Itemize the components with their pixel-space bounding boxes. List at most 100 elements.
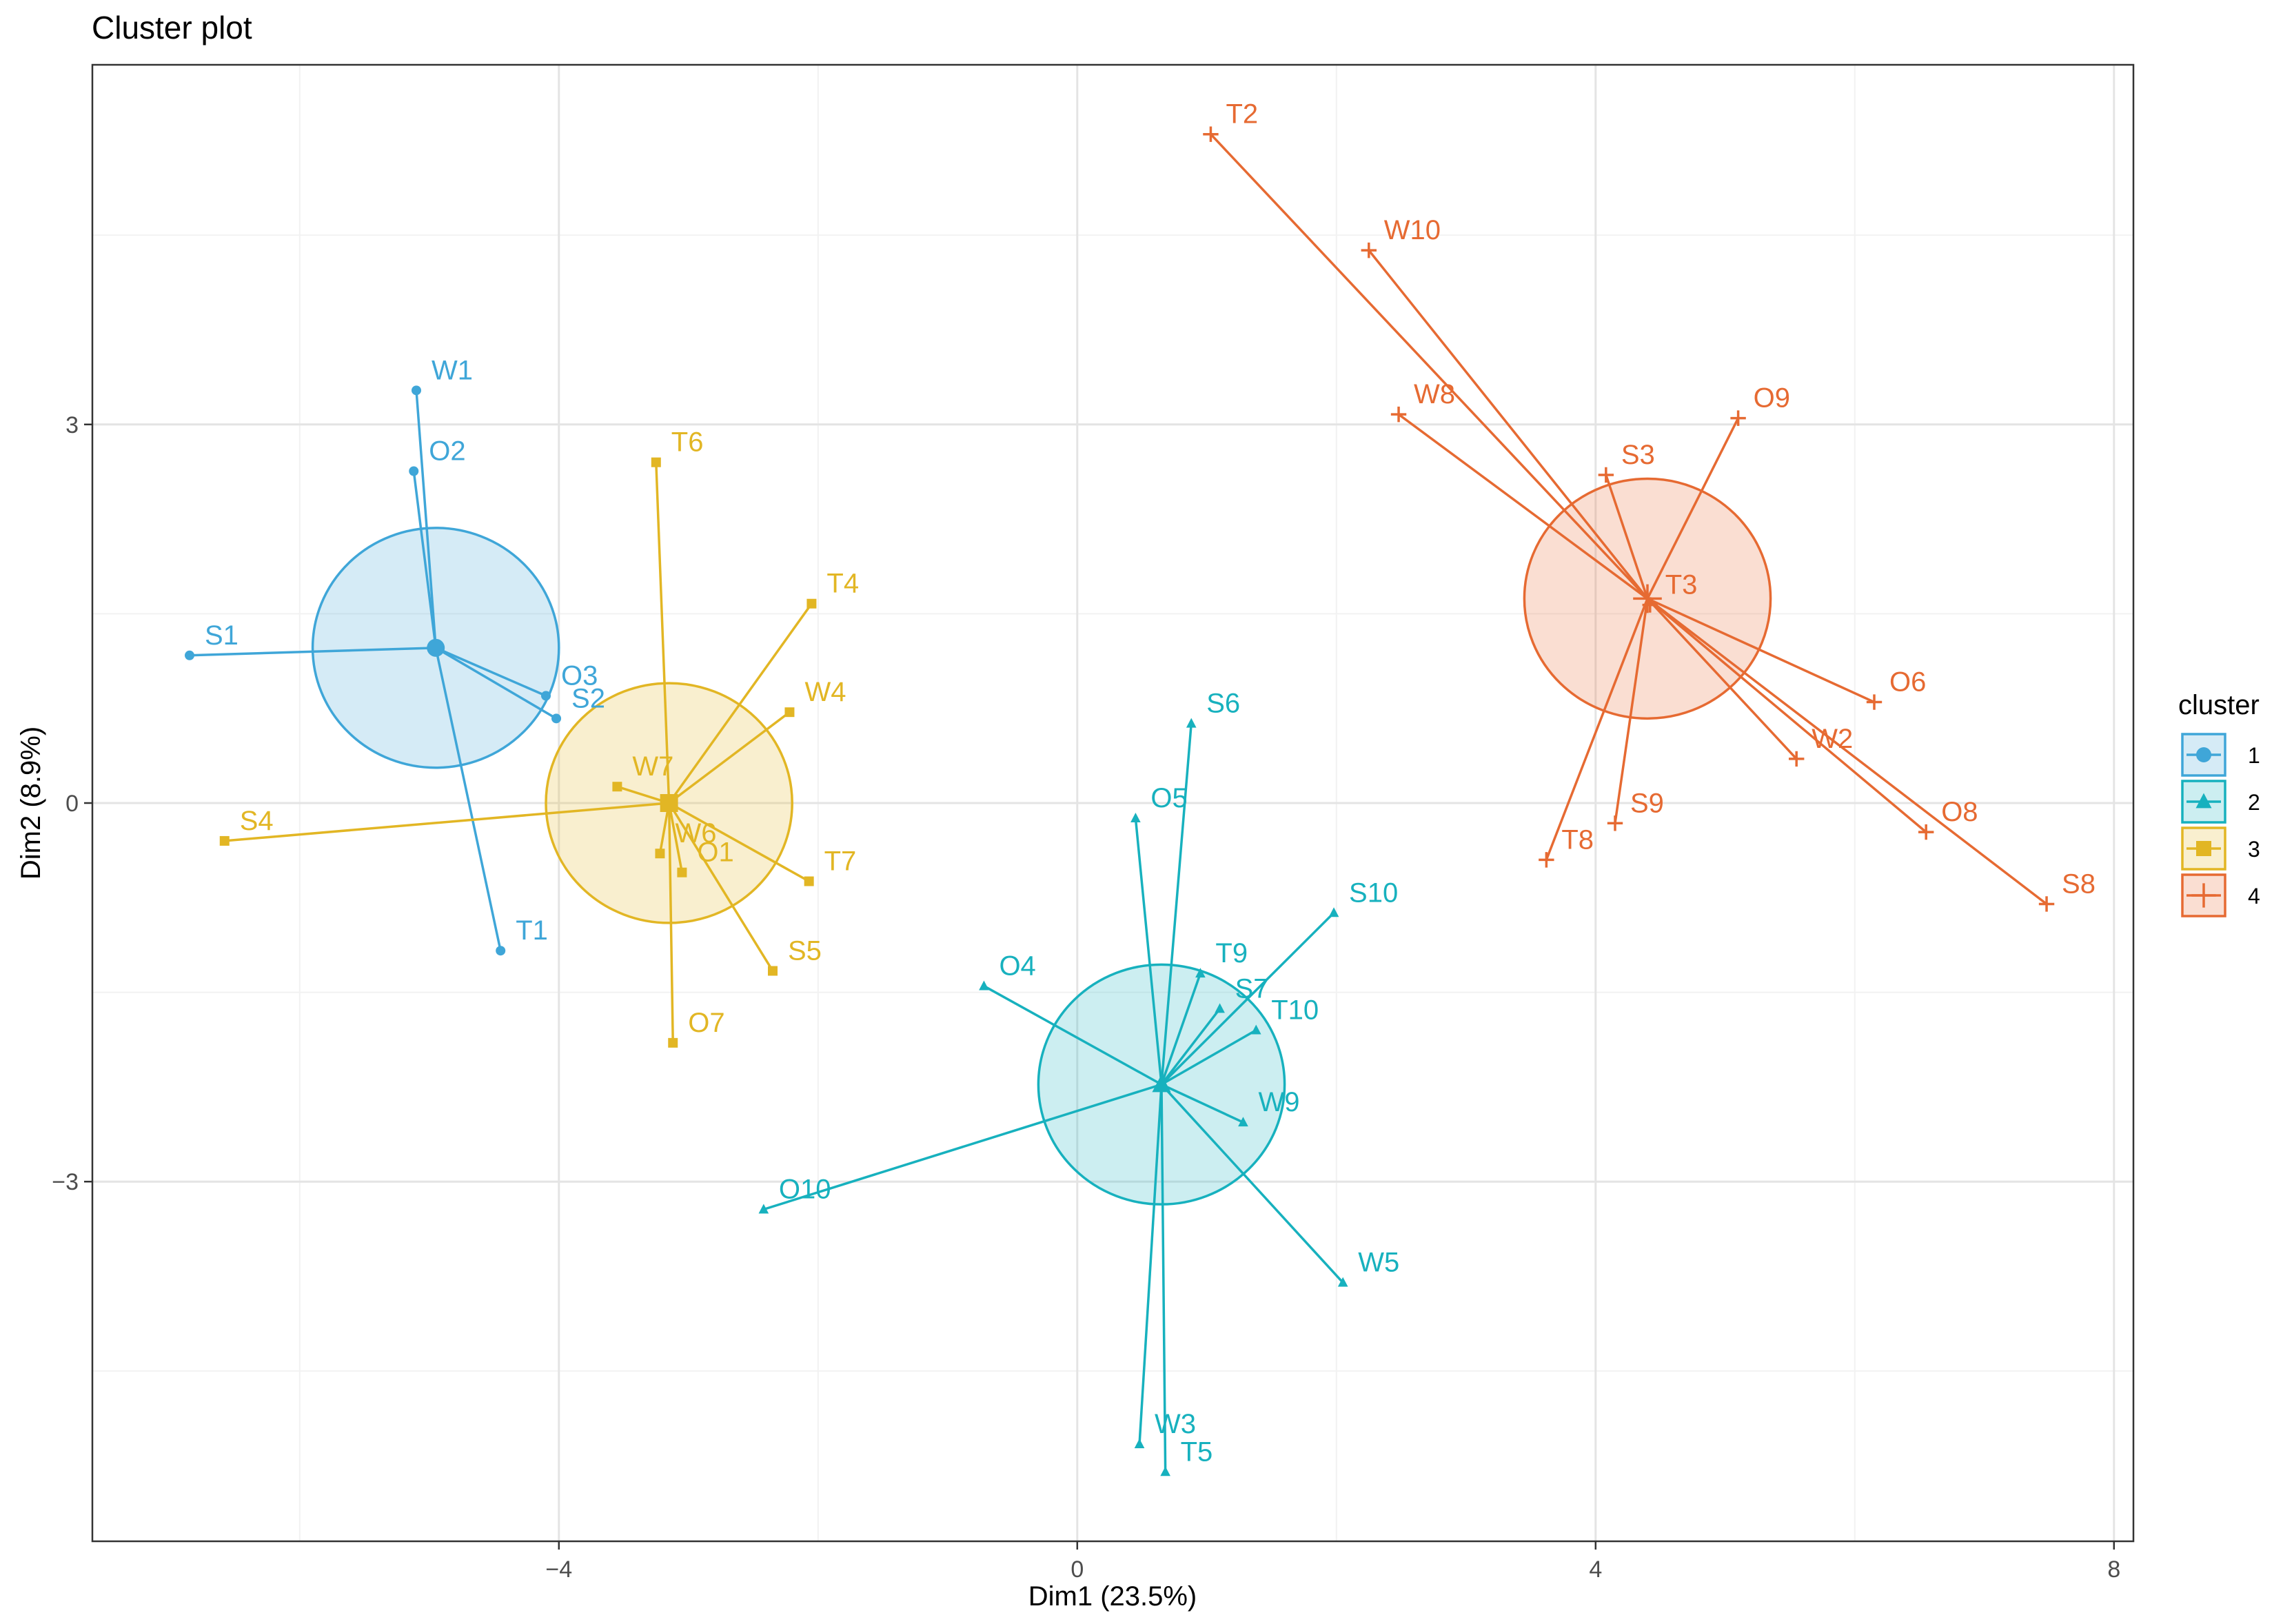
label-s1: S1 (205, 620, 239, 651)
x-tick-label: 0 (1071, 1556, 1084, 1583)
point-w8 (1390, 406, 1407, 423)
point-o10 (758, 1204, 769, 1214)
point-w3 (1134, 1439, 1145, 1449)
label-t2: T2 (1226, 99, 1258, 130)
label-o8: O8 (1941, 797, 1978, 827)
legend-title: cluster (2178, 690, 2260, 720)
segment-s9 (1614, 598, 1649, 824)
segment-w5 (1160, 1084, 1344, 1283)
y-tick-label: 3 (65, 412, 79, 438)
label-o4: O4 (999, 951, 1035, 981)
point-t1 (496, 946, 506, 956)
segment-w8 (1397, 413, 1649, 600)
segment-s5 (668, 802, 774, 972)
point-w6 (655, 849, 665, 859)
point-s9 (1607, 815, 1623, 831)
label-o5: O5 (1150, 783, 1187, 813)
point-t9 (1195, 968, 1206, 978)
segment-s7 (1160, 1008, 1221, 1086)
point-t5 (1160, 1466, 1170, 1476)
x-tick-label: 4 (1589, 1556, 1602, 1583)
label-o2: O2 (429, 436, 465, 467)
segment-s4 (224, 802, 669, 842)
segment-w9 (1161, 1083, 1244, 1124)
segment-w4 (668, 711, 791, 804)
label-w4: W4 (804, 677, 846, 707)
point-w7 (612, 782, 622, 792)
label-s9: S9 (1630, 788, 1664, 818)
point-t8 (1539, 852, 1554, 868)
label-t6: T6 (671, 427, 704, 458)
label-w7: W7 (632, 751, 673, 782)
segment-s3 (1605, 474, 1649, 599)
label-t4: T4 (826, 569, 859, 599)
label-w8: W8 (1414, 379, 1455, 409)
segment-w3 (1138, 1084, 1163, 1445)
label-t5: T5 (1181, 1437, 1213, 1467)
segment-t10 (1161, 1029, 1257, 1086)
label-w6: W6 (675, 818, 716, 849)
label-t8: T8 (1561, 824, 1594, 855)
label-o3: O3 (561, 660, 598, 691)
x-axis-title: Dim1 (23.5%) (1028, 1581, 1197, 1612)
point-o9 (1730, 410, 1746, 426)
legend-key-marker-3 (2196, 841, 2211, 856)
point-w4 (784, 707, 795, 718)
segment-t7 (668, 802, 810, 883)
segment-s8 (1646, 598, 2048, 905)
segment-t8 (1545, 598, 1649, 861)
segment-t1 (434, 647, 502, 951)
segment-t9 (1160, 973, 1202, 1085)
point-s4 (219, 835, 230, 846)
point-o1 (677, 867, 687, 877)
label-s8: S8 (2062, 869, 2096, 899)
label-s3: S3 (1621, 440, 1655, 470)
label-s6: S6 (1206, 689, 1240, 719)
segment-o8 (1646, 598, 1927, 833)
y-tick-label: 0 (65, 791, 79, 817)
label-o7: O7 (688, 1008, 724, 1038)
label-o6: O6 (1889, 667, 1926, 698)
legend-label-4: 4 (2248, 884, 2260, 909)
segment-o3 (435, 647, 547, 697)
point-t6 (651, 457, 661, 467)
cluster-centers (427, 584, 1662, 1093)
label-t10: T10 (1271, 995, 1319, 1026)
segment-o10 (763, 1083, 1162, 1211)
label-s10: S10 (1349, 877, 1398, 908)
label-w2: W2 (1812, 724, 1853, 754)
grid-major (92, 65, 2133, 1541)
label-t9: T9 (1215, 938, 1248, 968)
point-o2 (409, 466, 419, 476)
x-tick-label: 8 (2107, 1556, 2120, 1583)
segment-o6 (1647, 597, 1875, 704)
point-t10 (1250, 1024, 1261, 1035)
label-o10: O10 (779, 1175, 831, 1205)
point-s10 (1328, 907, 1339, 917)
legend-key-marker-2 (2195, 793, 2212, 809)
segment-w2 (1646, 598, 1798, 760)
legend-key-marker-4 (2191, 883, 2216, 908)
point-s2 (551, 713, 562, 724)
segment-o4 (983, 984, 1162, 1086)
axis-ticks: −4 0 4 8 −3 0 3 (52, 412, 2120, 1583)
segment-o1 (667, 802, 684, 873)
segment-s10 (1160, 912, 1335, 1086)
segment-o9 (1646, 417, 1740, 600)
point-w5 (1337, 1277, 1348, 1287)
legend-label-2: 2 (2248, 790, 2260, 815)
point-o7 (668, 1037, 678, 1048)
segment-t2 (1210, 133, 1649, 600)
label-s5: S5 (788, 935, 822, 966)
label-t3: T3 (1665, 570, 1698, 600)
legend: cluster 1 2 3 4 (2178, 690, 2260, 917)
legend-key-marker-1 (2196, 747, 2211, 762)
point-w10 (1361, 242, 1377, 258)
label-w3: W3 (1155, 1409, 1196, 1439)
label-w10: W10 (1384, 215, 1441, 245)
legend-label-3: 3 (2248, 837, 2260, 862)
point-w1 (412, 385, 421, 396)
segment-s2 (435, 647, 557, 720)
y-axis-title: Dim2 (8.9%) (16, 727, 46, 880)
point-o5 (1130, 812, 1141, 822)
